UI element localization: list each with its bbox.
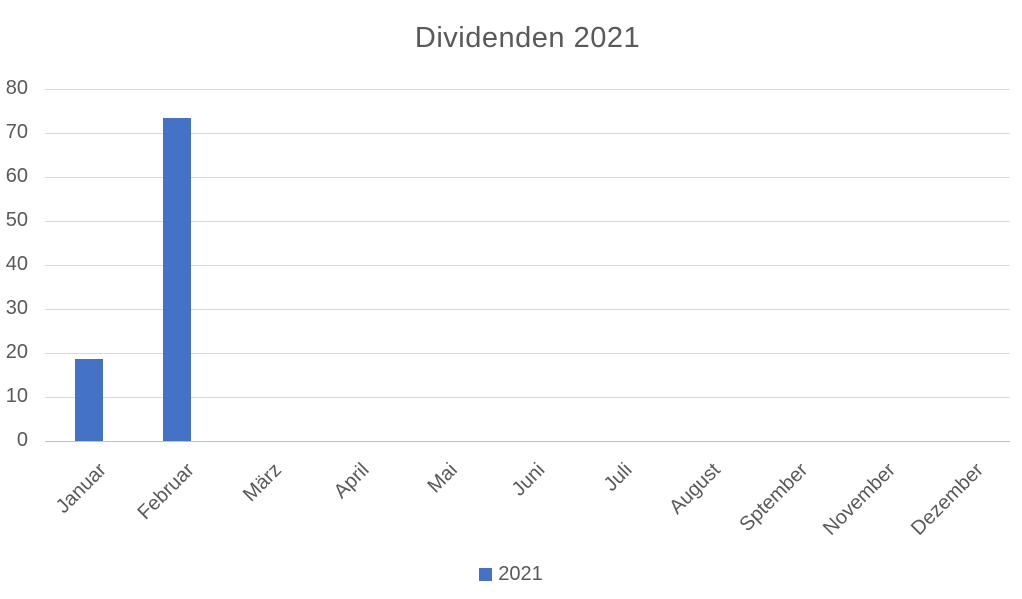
x-tick-label-november: November xyxy=(819,459,900,540)
y-tick-label-70: 70 xyxy=(5,121,28,144)
y-tick-label-50: 50 xyxy=(5,209,28,232)
x-tick-label-dezember: Dezember xyxy=(906,459,988,540)
gridline xyxy=(45,397,1010,398)
x-axis-labels: Januar Februar März April Mai Juni Juli August S… xyxy=(45,459,1010,559)
gridline xyxy=(45,265,1010,266)
gridline xyxy=(45,177,1010,178)
bar-januar xyxy=(74,359,103,441)
x-tick-label-april: April xyxy=(329,459,374,503)
y-tick-label-40: 40 xyxy=(5,253,28,276)
x-tick-label-märz: März xyxy=(238,459,286,506)
x-tick-label-juli: Juli xyxy=(600,459,637,496)
y-tick-label-20: 20 xyxy=(5,341,28,364)
legend-label: 2021 xyxy=(498,562,543,585)
y-tick-label-10: 10 xyxy=(5,385,28,408)
y-tick-label-30: 30 xyxy=(5,297,28,320)
x-axis-line xyxy=(45,441,1010,442)
legend: 2021 xyxy=(0,562,1022,586)
gridline xyxy=(45,133,1010,134)
bars-layer xyxy=(45,89,1010,441)
gridline xyxy=(45,309,1010,310)
chart-title: Dividenden 2021 xyxy=(414,22,641,54)
gridline xyxy=(45,221,1010,222)
gridline xyxy=(45,353,1010,354)
y-tick-label-60: 60 xyxy=(5,165,28,188)
plot-area xyxy=(45,89,1010,442)
gridlines-layer xyxy=(45,89,1010,442)
gridline xyxy=(45,89,1010,90)
x-tick-label-august: August xyxy=(664,459,725,519)
x-tick-label-juni: Juni xyxy=(507,459,550,501)
y-tick-label-0: 0 xyxy=(16,429,28,452)
x-tick-label-sptember: Sptember xyxy=(735,459,813,536)
legend-swatch-2021 xyxy=(479,567,493,581)
bar-februar xyxy=(162,118,191,441)
y-axis-labels: 0 10 20 30 40 50 60 70 80 xyxy=(0,77,30,451)
y-tick-label-80: 80 xyxy=(5,77,28,100)
x-tick-label-mai: Mai xyxy=(422,459,462,498)
x-tick-label-januar: Januar xyxy=(51,459,111,518)
x-tick-label-februar: Februar xyxy=(133,459,199,525)
